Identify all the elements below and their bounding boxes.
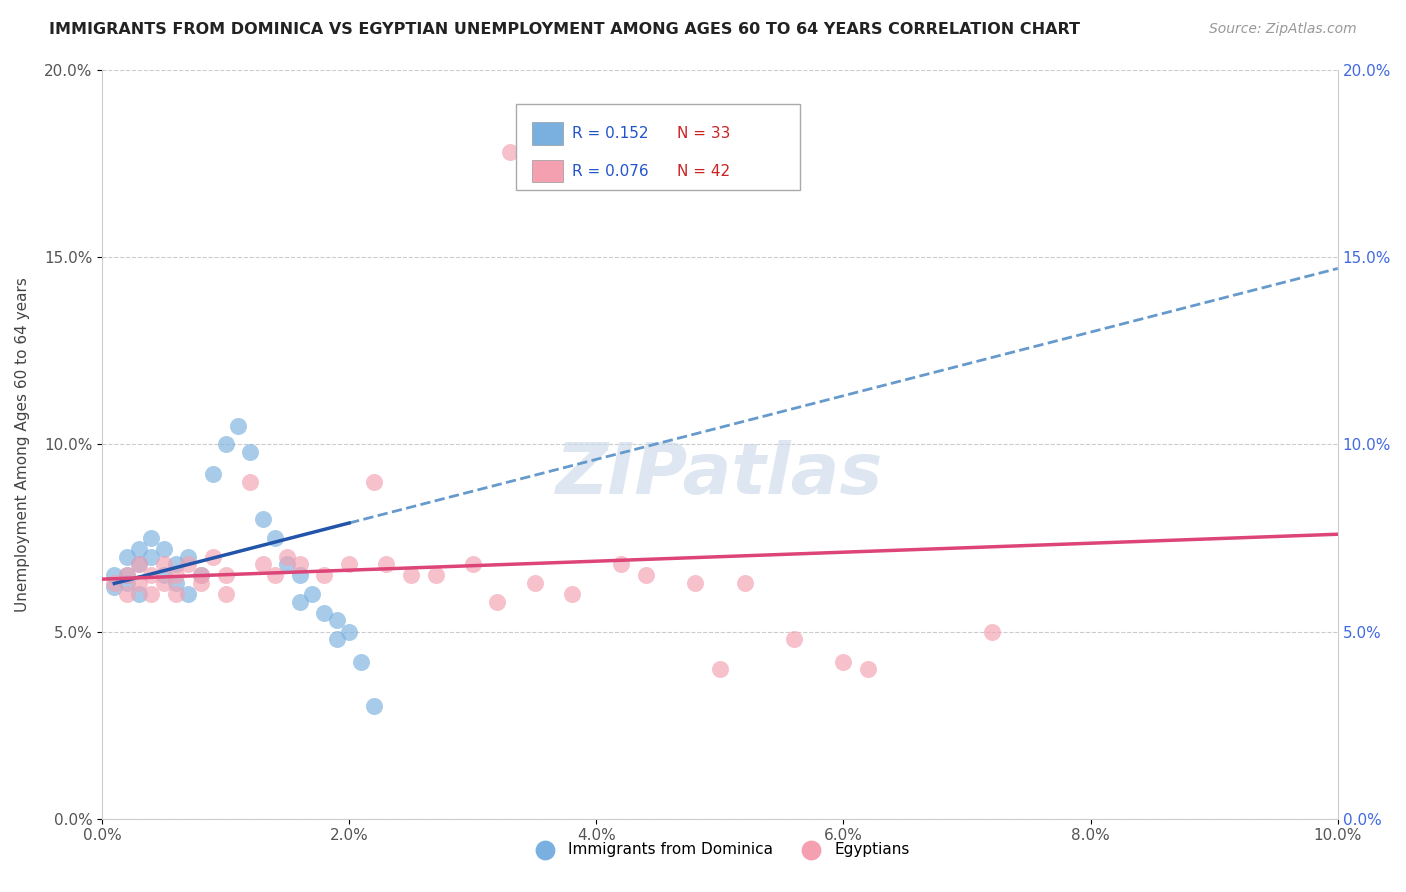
Text: IMMIGRANTS FROM DOMINICA VS EGYPTIAN UNEMPLOYMENT AMONG AGES 60 TO 64 YEARS CORR: IMMIGRANTS FROM DOMINICA VS EGYPTIAN UNE… bbox=[49, 22, 1080, 37]
Point bbox=[499, 145, 522, 160]
Point bbox=[337, 624, 360, 639]
Point bbox=[980, 624, 1002, 639]
Point bbox=[783, 632, 806, 646]
Point bbox=[363, 475, 385, 489]
Point bbox=[363, 699, 385, 714]
Point bbox=[634, 568, 657, 582]
Point bbox=[141, 549, 163, 564]
Point bbox=[264, 568, 287, 582]
Point bbox=[141, 587, 163, 601]
Point bbox=[103, 580, 125, 594]
Point bbox=[337, 557, 360, 571]
Point bbox=[239, 475, 262, 489]
Point bbox=[226, 418, 249, 433]
Point bbox=[375, 557, 398, 571]
Point bbox=[128, 557, 150, 571]
Point bbox=[276, 557, 298, 571]
Point bbox=[301, 587, 323, 601]
Point bbox=[288, 568, 311, 582]
Point bbox=[165, 557, 187, 571]
Point bbox=[326, 632, 349, 646]
Text: N = 42: N = 42 bbox=[676, 163, 730, 178]
Text: ZIPatlas: ZIPatlas bbox=[557, 440, 883, 508]
Point bbox=[190, 568, 212, 582]
Point bbox=[103, 568, 125, 582]
Point bbox=[165, 575, 187, 590]
Point bbox=[610, 557, 633, 571]
Point bbox=[128, 587, 150, 601]
Point bbox=[165, 587, 187, 601]
Point bbox=[561, 587, 583, 601]
Point bbox=[214, 568, 236, 582]
Point bbox=[103, 575, 125, 590]
Point bbox=[425, 568, 447, 582]
Point bbox=[832, 655, 855, 669]
Text: R = 0.152: R = 0.152 bbox=[572, 126, 648, 141]
Point bbox=[202, 549, 225, 564]
Point bbox=[115, 568, 138, 582]
Point bbox=[190, 568, 212, 582]
FancyBboxPatch shape bbox=[531, 160, 562, 182]
Point bbox=[461, 557, 484, 571]
Point bbox=[856, 662, 879, 676]
Y-axis label: Unemployment Among Ages 60 to 64 years: Unemployment Among Ages 60 to 64 years bbox=[15, 277, 30, 612]
Point bbox=[128, 542, 150, 557]
Point bbox=[399, 568, 422, 582]
Point bbox=[141, 531, 163, 545]
Point bbox=[141, 568, 163, 582]
Point bbox=[128, 575, 150, 590]
Point bbox=[214, 437, 236, 451]
Point bbox=[115, 549, 138, 564]
Point bbox=[523, 575, 546, 590]
Point bbox=[350, 655, 373, 669]
Point bbox=[190, 575, 212, 590]
Point bbox=[152, 542, 174, 557]
Point bbox=[177, 557, 200, 571]
Point bbox=[683, 575, 706, 590]
Point bbox=[709, 662, 731, 676]
Point bbox=[288, 594, 311, 608]
Point bbox=[165, 568, 187, 582]
Point bbox=[486, 594, 509, 608]
Point bbox=[115, 575, 138, 590]
FancyBboxPatch shape bbox=[531, 122, 562, 145]
Point bbox=[326, 613, 349, 627]
Point bbox=[239, 445, 262, 459]
FancyBboxPatch shape bbox=[516, 103, 800, 190]
Point bbox=[128, 557, 150, 571]
Point bbox=[152, 575, 174, 590]
Point bbox=[734, 575, 756, 590]
Point bbox=[288, 557, 311, 571]
Point bbox=[115, 587, 138, 601]
Point bbox=[252, 557, 274, 571]
Point bbox=[202, 467, 225, 482]
Point bbox=[152, 568, 174, 582]
Point bbox=[214, 587, 236, 601]
Point bbox=[264, 531, 287, 545]
Point bbox=[115, 568, 138, 582]
Point bbox=[152, 557, 174, 571]
Point bbox=[276, 549, 298, 564]
Point bbox=[177, 549, 200, 564]
Point bbox=[314, 568, 336, 582]
Point bbox=[314, 606, 336, 620]
Text: N = 33: N = 33 bbox=[676, 126, 730, 141]
Legend: Immigrants from Dominica, Egyptians: Immigrants from Dominica, Egyptians bbox=[524, 837, 915, 863]
Text: R = 0.076: R = 0.076 bbox=[572, 163, 648, 178]
Point bbox=[177, 587, 200, 601]
Point bbox=[252, 512, 274, 526]
Text: Source: ZipAtlas.com: Source: ZipAtlas.com bbox=[1209, 22, 1357, 37]
